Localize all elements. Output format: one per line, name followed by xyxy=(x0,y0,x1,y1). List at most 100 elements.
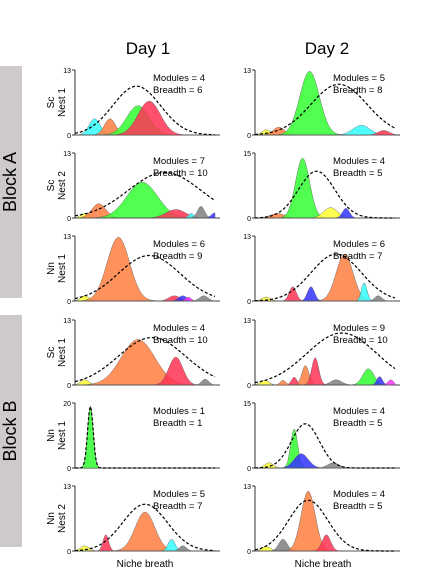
y-tick-label-max: 13 xyxy=(243,234,251,241)
row-label-nest: Nest 1 xyxy=(57,338,68,367)
module-curve-orange xyxy=(74,339,215,386)
y-tick-label-zero: 0 xyxy=(247,466,251,473)
y-tick-label-max: 13 xyxy=(63,68,71,75)
y-tick-label-max: 13 xyxy=(63,318,71,325)
row-label-nest: Nest 1 xyxy=(57,254,68,283)
modules-annotation: Modules = 4 xyxy=(333,406,385,417)
niche-envelope-curve xyxy=(74,171,216,217)
module-curve-green xyxy=(255,368,395,386)
y-tick-label-zero: 0 xyxy=(67,299,71,306)
breadth-annotation: Breadth = 10 xyxy=(153,335,208,346)
niche-envelope-curve xyxy=(255,170,395,219)
row-label-species: Sc xyxy=(46,347,57,359)
y-tick-label-max: 13 xyxy=(63,234,71,241)
y-tick-label-zero: 0 xyxy=(67,216,71,223)
module-curve-blue xyxy=(255,208,395,219)
module-curve-red xyxy=(75,100,215,136)
breadth-annotation: Breadth = 7 xyxy=(333,251,382,262)
breadth-annotation: Breadth = 9 xyxy=(153,251,202,262)
row-label-nest: Nest 1 xyxy=(57,88,68,117)
niche-envelope-curve xyxy=(75,503,215,552)
modules-annotation: Modules = 7 xyxy=(153,156,205,167)
y-tick-label-zero: 0 xyxy=(67,466,71,473)
y-tick-label-max: 13 xyxy=(243,484,251,491)
row-label-nest: Nest 2 xyxy=(57,504,68,533)
y-tick-label-max: 13 xyxy=(243,68,251,75)
x-axis-label-day-2: Niche breath xyxy=(295,559,352,570)
row-label-species: Sc xyxy=(46,180,57,192)
modules-annotation: Modules = 1 xyxy=(153,406,205,417)
module-curve-orange xyxy=(75,511,215,552)
block-b-label: Block B xyxy=(0,400,20,461)
niche-envelope-curve xyxy=(255,423,395,469)
module-curve-gray xyxy=(75,545,215,552)
niche-envelope-curve xyxy=(254,499,395,552)
modules-annotation: Modules = 9 xyxy=(333,323,385,334)
niche-envelope-curve xyxy=(254,332,396,384)
y-tick-label-max: 15 xyxy=(243,151,251,158)
breadth-annotation: Breadth = 5 xyxy=(333,501,382,512)
row-label-nest: Nest 2 xyxy=(57,171,68,200)
y-tick-label-zero: 0 xyxy=(247,549,251,556)
module-curve-gray xyxy=(255,295,395,302)
row-label-species: Nn xyxy=(46,262,57,275)
niche-envelope-curve xyxy=(255,253,396,302)
x-axis-label-day-1: Niche breath xyxy=(117,559,174,570)
row-label-species: Sc xyxy=(46,97,57,109)
module-curve-gray xyxy=(75,378,216,386)
module-curve-blue xyxy=(255,453,395,469)
niche-envelope-curve xyxy=(74,254,216,300)
modules-annotation: Modules = 6 xyxy=(153,239,205,250)
row-label-nest: Nest 1 xyxy=(57,421,68,450)
y-tick-label-zero: 0 xyxy=(67,133,71,140)
y-tick-label-zero: 0 xyxy=(67,549,71,556)
y-tick-label-zero: 0 xyxy=(247,216,251,223)
y-tick-label-max: 13 xyxy=(243,318,251,325)
row-label: ScNest 2 xyxy=(46,171,68,200)
row-label: ScNest 1 xyxy=(46,338,68,367)
niche-envelope-curve xyxy=(255,83,396,135)
modules-annotation: Modules = 4 xyxy=(333,156,385,167)
breadth-annotation: Breadth = 5 xyxy=(333,418,382,429)
modules-annotation: Modules = 5 xyxy=(153,489,205,500)
breadth-annotation: Breadth = 10 xyxy=(333,335,388,346)
module-curve-green xyxy=(255,429,395,469)
y-tick-label-zero: 0 xyxy=(247,383,251,390)
breadth-annotation: Breadth = 10 xyxy=(153,168,208,179)
breadth-annotation: Breadth = 6 xyxy=(153,85,202,96)
y-tick-label-max: 15 xyxy=(243,401,251,408)
modules-annotation: Modules = 4 xyxy=(333,489,385,500)
row-label: NnNest 1 xyxy=(46,421,68,450)
modules-annotation: Modules = 6 xyxy=(333,239,385,250)
breadth-annotation: Breadth = 1 xyxy=(153,418,202,429)
modules-annotation: Modules = 4 xyxy=(153,73,205,84)
y-tick-label-zero: 0 xyxy=(247,133,251,140)
row-label: NnNest 1 xyxy=(46,254,68,283)
breadth-annotation: Breadth = 7 xyxy=(153,501,202,512)
module-curve-red xyxy=(255,130,396,136)
row-label: ScNest 1 xyxy=(46,88,68,117)
y-tick-label-max: 20 xyxy=(63,401,71,408)
block-b-band xyxy=(0,315,22,547)
modules-annotation: Modules = 5 xyxy=(333,73,385,84)
niche-envelope-curve xyxy=(74,85,216,136)
breadth-annotation: Breadth = 8 xyxy=(333,85,382,96)
row-label-species: Nn xyxy=(46,429,57,442)
y-tick-label-zero: 0 xyxy=(247,299,251,306)
modules-annotation: Modules = 4 xyxy=(153,323,205,334)
niche-envelope-curve xyxy=(75,404,215,469)
y-tick-label-max: 13 xyxy=(63,484,71,491)
module-curve-orange xyxy=(255,380,395,386)
column-title-day-2: Day 2 xyxy=(305,39,349,58)
breadth-annotation: Breadth = 5 xyxy=(333,168,382,179)
block-a-band xyxy=(0,66,22,298)
column-title-day-1: Day 1 xyxy=(126,39,170,58)
module-curve-gray xyxy=(75,295,216,302)
y-tick-label-zero: 0 xyxy=(67,383,71,390)
row-label: NnNest 2 xyxy=(46,504,68,533)
niche-envelope-curve xyxy=(74,337,216,383)
block-a-label: Block A xyxy=(0,152,20,212)
module-curve-blue xyxy=(75,212,216,219)
